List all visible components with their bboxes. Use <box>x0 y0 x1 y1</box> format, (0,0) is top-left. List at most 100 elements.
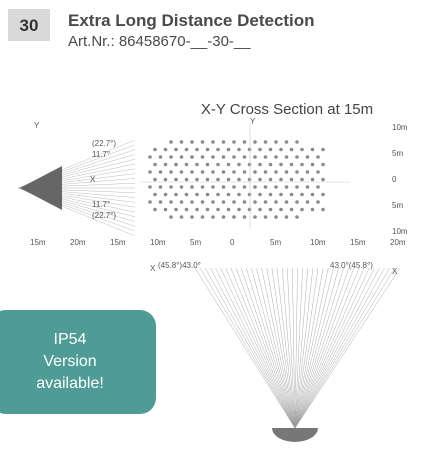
detection-dot <box>284 215 289 219</box>
fan-line <box>294 267 334 429</box>
detection-dot <box>284 170 289 174</box>
detection-dot <box>279 177 283 182</box>
detection-dot <box>205 162 210 167</box>
detection-dot <box>253 200 257 204</box>
detection-dot <box>179 155 184 159</box>
detection-dot <box>169 215 173 219</box>
detection-dot <box>148 155 152 159</box>
detection-dot <box>232 155 236 159</box>
detection-dot <box>321 192 325 197</box>
detection-dot <box>242 215 247 219</box>
detection-dot <box>274 170 278 174</box>
detection-dot <box>310 162 315 167</box>
detection-dot <box>242 200 247 204</box>
scale-label: 5m <box>392 149 403 158</box>
detection-dot <box>274 215 278 219</box>
fan-line <box>294 267 303 429</box>
detection-dot <box>305 170 310 174</box>
fan-line <box>294 267 308 429</box>
detection-dot <box>158 170 163 174</box>
detection-dot <box>316 155 320 159</box>
angle-label: 43.0°(45.8°) <box>330 261 373 270</box>
fan-line <box>225 267 296 429</box>
fan-line <box>251 267 296 429</box>
detection-dot <box>305 155 310 159</box>
detection-dot <box>163 207 168 212</box>
detection-dot <box>174 162 178 167</box>
angle-label: 11.7° <box>92 150 110 159</box>
scale-label: 5m <box>392 201 403 210</box>
detection-dot <box>216 192 220 197</box>
detection-dot <box>237 147 241 152</box>
detection-dot <box>274 155 278 159</box>
detection-dot <box>300 207 304 212</box>
detection-dot <box>295 185 299 189</box>
detection-dot <box>321 177 325 182</box>
detection-dot <box>211 185 215 189</box>
detection-dot <box>274 200 278 204</box>
detection-dot <box>184 192 189 197</box>
detection-dot <box>321 147 325 152</box>
fan-line <box>294 267 375 429</box>
detection-dot <box>295 140 299 144</box>
angle-label: (22.7°) <box>92 139 116 148</box>
fan-line <box>294 267 360 429</box>
fan-line <box>294 267 344 429</box>
detection-dot <box>179 200 184 204</box>
detection-dot <box>221 185 226 189</box>
detection-dot <box>263 140 268 144</box>
angle-label: X <box>150 264 156 273</box>
detection-dot <box>232 170 236 174</box>
detection-dot <box>253 215 257 219</box>
scale-label: 10m <box>310 238 326 247</box>
detection-dot <box>169 170 173 174</box>
detection-dot <box>205 192 210 197</box>
detection-dot <box>232 185 236 189</box>
detection-dot <box>242 140 247 144</box>
detection-dot <box>195 177 199 182</box>
detection-dot <box>321 162 325 167</box>
section-number: 30 <box>20 16 39 35</box>
detection-dot <box>237 177 241 182</box>
detection-dot <box>242 185 247 189</box>
detection-dot <box>242 155 247 159</box>
diagram-title: X-Y Cross Section at 15m <box>201 101 373 118</box>
sensor-shape <box>20 166 62 210</box>
detection-dot <box>295 200 299 204</box>
article-number: Art.Nr.: 86458670-__-30-__ <box>68 33 251 50</box>
detection-dot <box>153 177 157 182</box>
detection-dot <box>216 177 220 182</box>
fan-line <box>294 267 298 429</box>
fan-line <box>199 267 296 429</box>
detection-dot <box>169 200 173 204</box>
scale-label: 5m <box>270 238 281 247</box>
fan-line <box>240 267 296 429</box>
detection-dot <box>284 200 289 204</box>
ip54-badge <box>0 310 156 414</box>
angle-label: X <box>392 267 398 276</box>
detection-dot <box>195 162 199 167</box>
detection-dot <box>284 140 289 144</box>
detection-dot <box>148 170 152 174</box>
fan-line <box>294 267 396 429</box>
detection-dot <box>289 147 294 152</box>
detection-dot <box>153 192 157 197</box>
detection-dot <box>258 147 262 152</box>
detection-dot <box>148 200 152 204</box>
detection-dot <box>184 162 189 167</box>
fan-line <box>261 267 296 429</box>
detection-dot <box>263 170 268 174</box>
detection-dot <box>279 162 283 167</box>
fan-line <box>276 267 296 429</box>
fan-line <box>294 267 339 429</box>
detection-dot <box>300 147 304 152</box>
detection-dot <box>321 207 325 212</box>
detection-dot <box>247 177 252 182</box>
detection-dot <box>263 200 268 204</box>
detection-dot <box>263 155 268 159</box>
detection-dot <box>158 185 163 189</box>
detection-dot <box>310 192 315 197</box>
detection-dot <box>268 177 273 182</box>
detection-dot <box>205 177 210 182</box>
